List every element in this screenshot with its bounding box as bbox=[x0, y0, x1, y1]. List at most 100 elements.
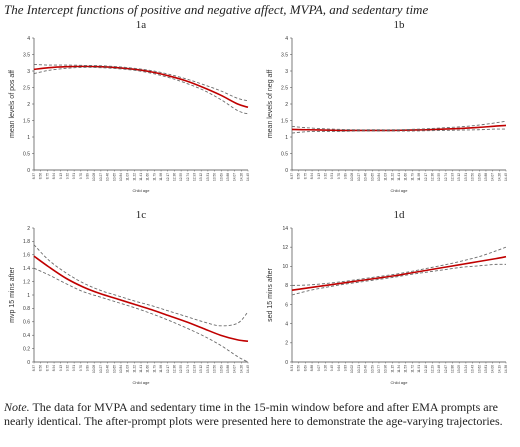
x-tick-label: 13.88 bbox=[226, 365, 230, 373]
note-text: The data for MVPA and sedentary time in … bbox=[4, 400, 503, 428]
y-tick-label: 1.5 bbox=[281, 118, 288, 124]
panel-label: 1a bbox=[136, 19, 147, 31]
x-tick-label: 9.13 bbox=[317, 173, 321, 179]
x-tick-label: 11.22 bbox=[132, 365, 136, 373]
x-tick-label: 8.37 bbox=[32, 173, 36, 179]
y-tick-label: 2.5 bbox=[281, 85, 288, 91]
x-tick-label: 8.88 bbox=[310, 365, 314, 371]
x-tick-label: 10.46 bbox=[106, 173, 110, 181]
ci-upper-line bbox=[291, 246, 507, 286]
x-tick-label: 9.32 bbox=[323, 173, 327, 179]
x-tick-label: 12.74 bbox=[444, 173, 448, 181]
x-tick-label: 9.83 bbox=[344, 365, 348, 371]
chart-panel-1a: 1a 0 0.5 1 1.5 2 2.5 3 3.5 4 8.37 8.56 8.75 8.94 9.13 9… bbox=[4, 18, 256, 196]
y-tick-label: 0 bbox=[27, 360, 30, 366]
x-tick-label: 10.21 bbox=[357, 365, 361, 373]
y-tick-label: 0.5 bbox=[23, 151, 30, 157]
x-tick-label: 11.98 bbox=[417, 173, 421, 181]
x-tick-label: 9.51 bbox=[72, 365, 76, 371]
x-tick-label: 8.75 bbox=[303, 173, 307, 179]
x-tick-label: 14.26 bbox=[239, 173, 243, 181]
x-tick-label: 13.05 bbox=[457, 365, 461, 373]
x-tick-label: 13.50 bbox=[213, 173, 217, 181]
y-tick-label: 1.8 bbox=[23, 239, 30, 245]
x-tick-label: 9.51 bbox=[330, 173, 334, 179]
chart-panel-1d: 1d 0 2 4 6 8 10 12 14 8.31 8.50 8.69 8.88 9.07 9.26 9.4… bbox=[262, 208, 514, 388]
x-tick-label: 9.45 bbox=[330, 365, 334, 371]
x-tick-label: 14.07 bbox=[233, 365, 237, 373]
x-tick-label: 9.70 bbox=[79, 365, 83, 371]
x-tick-label: 11.41 bbox=[139, 173, 143, 181]
x-tick-label: 10.84 bbox=[377, 173, 381, 181]
x-tick-label: 9.13 bbox=[59, 365, 63, 371]
x-tick-label: 11.22 bbox=[132, 173, 136, 181]
x-tick-label: 9.13 bbox=[59, 173, 63, 179]
x-tick-label: 10.08 bbox=[92, 365, 96, 373]
x-tick-label: 12.17 bbox=[166, 365, 170, 373]
y-tick-label: 0.5 bbox=[281, 151, 288, 157]
x-tick-label: 12.17 bbox=[424, 173, 428, 181]
y-tick-label: 10 bbox=[282, 264, 288, 270]
x-tick-label: 10.27 bbox=[357, 173, 361, 181]
x-tick-label: 12.93 bbox=[451, 173, 455, 181]
x-tick-label: 9.64 bbox=[337, 365, 341, 371]
x-tick-label: 11.15 bbox=[390, 365, 394, 373]
y-tick-label: 2 bbox=[27, 102, 30, 108]
y-tick-label: 1 bbox=[285, 135, 288, 141]
x-tick-label: 11.98 bbox=[159, 365, 163, 373]
x-tick-label: 8.75 bbox=[45, 173, 49, 179]
y-tick-label: 4 bbox=[27, 36, 30, 42]
x-tick-label: 12.36 bbox=[172, 365, 176, 373]
x-tick-label: 13.12 bbox=[457, 173, 461, 181]
x-tick-label: 11.53 bbox=[404, 365, 408, 373]
x-tick-label: 13.88 bbox=[226, 173, 230, 181]
y-axis-label: mean levels of pos aff bbox=[9, 70, 16, 138]
x-tick-label: 14.45 bbox=[246, 173, 250, 181]
x-tick-label: 10.65 bbox=[112, 173, 116, 181]
y-tick-label: 0.8 bbox=[23, 306, 30, 312]
x-tick-label: 13.69 bbox=[219, 365, 223, 373]
x-tick-label: 8.75 bbox=[45, 365, 49, 371]
x-tick-label: 12.86 bbox=[451, 365, 455, 373]
ci-upper-line bbox=[33, 244, 249, 327]
ci-lower-line bbox=[33, 66, 249, 115]
x-tick-label: 10.65 bbox=[370, 173, 374, 181]
x-tick-label: 13.12 bbox=[199, 365, 203, 373]
figure-note: Note. The data for MVPA and sedentary ti… bbox=[4, 400, 516, 428]
estimate-line bbox=[33, 65, 249, 109]
x-tick-label: 10.02 bbox=[350, 365, 354, 373]
x-tick-label: 9.89 bbox=[86, 173, 90, 179]
x-axis-label: Child age bbox=[391, 188, 409, 193]
x-tick-label: 10.84 bbox=[119, 365, 123, 373]
x-tick-label: 9.89 bbox=[344, 173, 348, 179]
x-tick-label: 10.46 bbox=[364, 173, 368, 181]
x-tick-label: 9.32 bbox=[65, 173, 69, 179]
x-tick-label: 14.38 bbox=[504, 365, 508, 373]
x-tick-label: 11.41 bbox=[397, 173, 401, 181]
y-tick-label: 1.4 bbox=[23, 266, 30, 272]
y-tick-label: 0.6 bbox=[23, 320, 30, 326]
x-tick-label: 12.74 bbox=[186, 365, 190, 373]
x-tick-label: 8.94 bbox=[52, 173, 56, 179]
x-tick-label: 10.59 bbox=[370, 365, 374, 373]
estimate-line bbox=[291, 124, 507, 132]
y-tick-label: 3.5 bbox=[23, 52, 30, 58]
x-tick-label: 10.27 bbox=[99, 173, 103, 181]
x-tick-label: 14.26 bbox=[497, 173, 501, 181]
x-axis-label: Child age bbox=[133, 380, 151, 385]
x-tick-label: 11.34 bbox=[397, 365, 401, 373]
x-tick-label: 10.46 bbox=[106, 365, 110, 373]
y-tick-label: 1 bbox=[27, 135, 30, 141]
x-tick-label: 12.93 bbox=[193, 173, 197, 181]
y-tick-label: 1.6 bbox=[23, 253, 30, 259]
x-tick-label: 11.60 bbox=[146, 365, 150, 373]
x-tick-label: 11.79 bbox=[152, 173, 156, 181]
chart-panel-1b: 1b 0 0.5 1 1.5 2 2.5 3 3.5 4 8.37 8.56 8.75 8.94 9.13 9… bbox=[262, 18, 514, 196]
y-axis-label: mean levels of neg aff bbox=[267, 70, 274, 138]
x-tick-label: 11.91 bbox=[417, 365, 421, 373]
y-tick-label: 2 bbox=[285, 102, 288, 108]
x-tick-label: 12.55 bbox=[437, 173, 441, 181]
ci-upper-line bbox=[291, 120, 507, 131]
x-tick-label: 13.31 bbox=[206, 365, 210, 373]
panel-label: 1c bbox=[136, 209, 147, 221]
